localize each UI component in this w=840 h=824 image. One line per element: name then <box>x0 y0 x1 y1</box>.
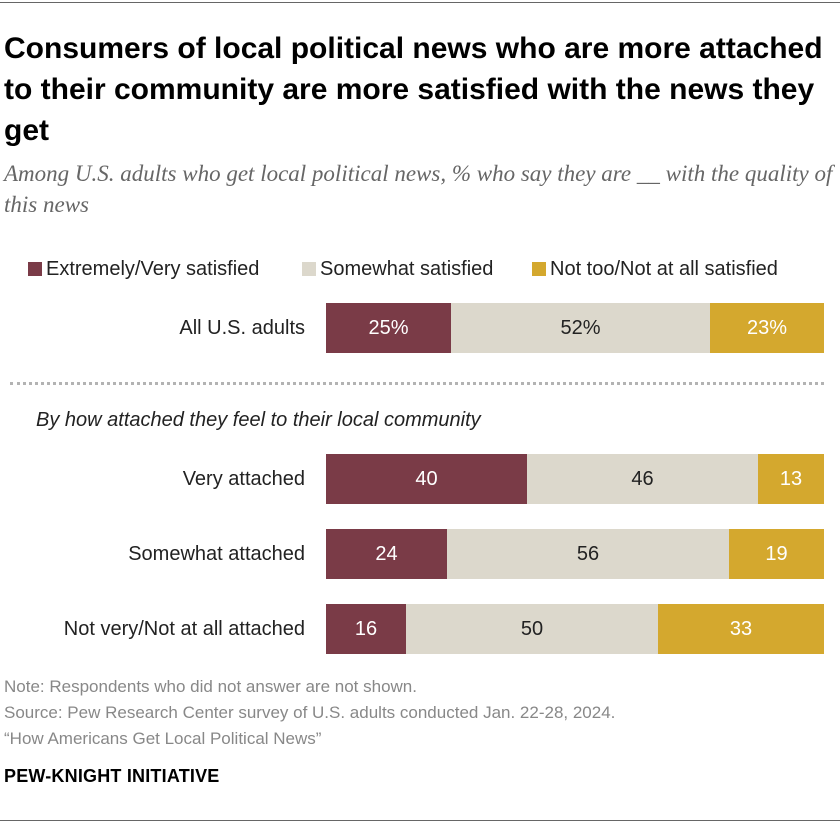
segment-satisfied: 40 <box>326 454 527 504</box>
row-label-all-adults: All U.S. adults <box>179 317 305 339</box>
legend-item-somewhat: Somewhat satisfied <box>302 256 493 282</box>
segment-not-satisfied: 13 <box>758 454 824 504</box>
data-label: 40 <box>415 468 438 490</box>
data-label: 52% <box>560 317 601 339</box>
section-divider <box>10 382 824 385</box>
data-label: 50 <box>520 618 544 640</box>
top-rule <box>0 2 840 3</box>
bar-not-attached: 16 50 33 <box>326 604 824 654</box>
segment-not-satisfied: 33 <box>658 604 824 654</box>
data-label: 46 <box>631 468 654 490</box>
note-text: Note: Respondents who did not answer are… <box>4 677 417 696</box>
data-label: 13 <box>779 468 803 490</box>
row-label-somewhat-attached: Somewhat attached <box>128 543 305 565</box>
row-label-not-attached: Not very/Not at all attached <box>63 618 305 640</box>
row-label-very-attached: Very attached <box>182 468 305 490</box>
chart-subtitle: Among U.S. adults who get local politica… <box>4 161 833 217</box>
segment-satisfied: 16 <box>326 604 406 654</box>
source-text: Source: Pew Research Center survey of U.… <box>4 703 616 722</box>
data-label: 24 <box>375 543 398 565</box>
segment-not-satisfied: 23% <box>710 303 824 353</box>
segment-somewhat: 56 <box>447 529 729 579</box>
legend-swatch-somewhat <box>302 262 316 276</box>
segment-somewhat: 50 <box>406 604 658 654</box>
data-label: 16 <box>354 618 378 640</box>
legend-item-not-satisfied: Not too/Not at all satisfied <box>532 256 778 282</box>
data-label: 56 <box>576 543 600 565</box>
segment-somewhat: 52% <box>451 303 710 353</box>
legend-swatch-not-satisfied <box>532 262 546 276</box>
bottom-rule <box>0 820 840 821</box>
data-label: 33 <box>729 618 753 640</box>
legend-label-not-satisfied: Not too/Not at all satisfied <box>550 258 778 280</box>
segment-satisfied: 24 <box>326 529 447 579</box>
brand-label: PEW-KNIGHT INITIATIVE <box>4 766 220 786</box>
legend-label-satisfied: Extremely/Very satisfied <box>46 258 260 280</box>
data-label: 23% <box>746 317 788 339</box>
data-label: 19 <box>765 543 788 565</box>
legend-item-satisfied: Extremely/Very satisfied <box>28 256 259 282</box>
bar-somewhat-attached: 24 56 19 <box>326 529 824 579</box>
chart-title: Consumers of local political news who ar… <box>4 32 823 147</box>
legend-swatch-satisfied <box>28 262 42 276</box>
report-link[interactable]: “How Americans Get Local Political News” <box>4 729 322 748</box>
segment-not-satisfied: 19 <box>729 529 824 579</box>
data-label: 25% <box>368 317 409 339</box>
bar-very-attached: 40 46 13 <box>326 454 824 504</box>
segment-satisfied: 25% <box>326 303 451 353</box>
legend-label-somewhat: Somewhat satisfied <box>320 258 494 280</box>
segment-somewhat: 46 <box>527 454 758 504</box>
group-heading: By how attached they feel to their local… <box>36 409 481 431</box>
bar-all-adults: 25% 52% 23% <box>326 303 824 353</box>
